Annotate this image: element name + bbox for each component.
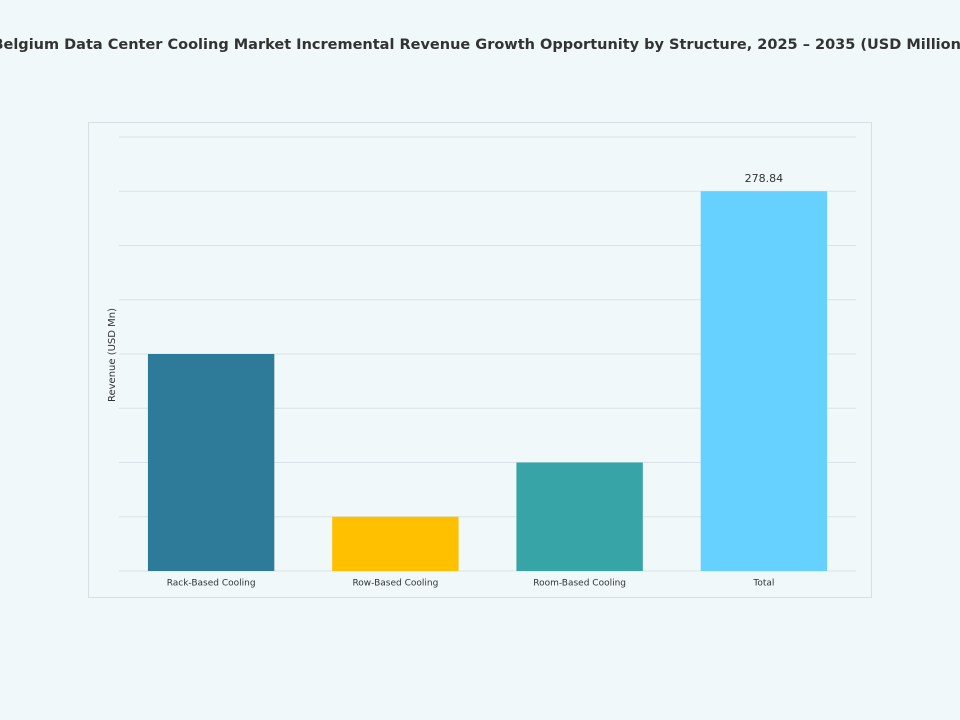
x-tick-label: Rack-Based Cooling xyxy=(167,579,256,589)
y-axis-label: Revenue (USD Mn) xyxy=(107,308,118,402)
x-tick-label: Room-Based Cooling xyxy=(533,579,626,589)
bar xyxy=(516,462,643,571)
data-label: 278.84 xyxy=(745,172,784,185)
x-tick-label: Total xyxy=(752,579,774,589)
x-tick-label: Row-Based Cooling xyxy=(352,579,438,589)
chart-title: Belgium Data Center Cooling Market Incre… xyxy=(0,37,960,53)
bar xyxy=(332,516,459,571)
bar xyxy=(147,353,275,571)
bar xyxy=(700,191,828,572)
